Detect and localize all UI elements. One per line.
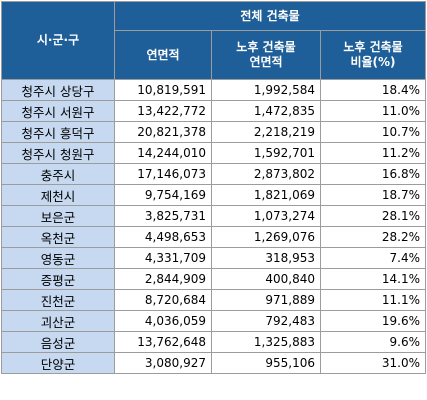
old-floor-area-cell: 1,472,835 — [211, 100, 321, 122]
table-row: 보은군 3,825,731 1,073,274 28.1% — [1, 205, 427, 227]
old-ratio-cell: 9.6% — [319, 331, 427, 353]
header-floor-area: 연면적 — [114, 30, 212, 80]
header-old-floor-area-line1: 노후 건축물 — [236, 40, 296, 54]
region-cell: 영동군 — [1, 247, 115, 269]
floor-area-cell: 9,754,169 — [114, 184, 212, 206]
old-ratio-cell: 31.0% — [319, 352, 427, 374]
old-floor-area-cell: 1,592,701 — [211, 142, 321, 164]
floor-area-cell: 13,762,648 — [114, 331, 212, 353]
region-cell: 증평군 — [1, 268, 115, 290]
old-floor-area-cell: 971,889 — [211, 289, 321, 311]
region-cell: 옥천군 — [1, 226, 115, 248]
table-header: 시·군·구 전체 건축물 연면적 노후 건축물 연면적 노후 건축물 비율(%) — [1, 1, 427, 80]
table-row: 영동군 4,331,709 318,953 7.4% — [1, 247, 427, 269]
table-row: 청주시 청원구 14,244,010 1,592,701 11.2% — [1, 142, 427, 164]
old-ratio-cell: 18.4% — [319, 79, 427, 101]
old-ratio-cell: 11.1% — [319, 289, 427, 311]
floor-area-cell: 2,844,909 — [114, 268, 212, 290]
table-body: 청주시 상당구 10,819,591 1,992,584 18.4% 청주시 서원구 13… — [1, 79, 427, 374]
header-old-ratio-line2: 비율(%) — [350, 55, 396, 69]
floor-area-cell: 10,819,591 — [114, 79, 212, 101]
floor-area-cell: 17,146,073 — [114, 163, 212, 185]
table-row: 청주시 흥덕구 20,821,378 2,218,219 10.7% — [1, 121, 427, 143]
header-old-ratio: 노후 건축물 비율(%) — [319, 30, 427, 80]
table-row: 괴산군 4,036,059 792,483 19.6% — [1, 310, 427, 332]
header-old-floor-area: 노후 건축물 연면적 — [211, 30, 321, 80]
old-floor-area-cell: 318,953 — [211, 247, 321, 269]
old-ratio-cell: 28.2% — [319, 226, 427, 248]
building-stats-table: 시·군·구 전체 건축물 연면적 노후 건축물 연면적 노후 건축물 비율(%)… — [1, 1, 427, 374]
old-floor-area-cell: 792,483 — [211, 310, 321, 332]
old-ratio-cell: 18.7% — [319, 184, 427, 206]
old-floor-area-cell: 2,218,219 — [211, 121, 321, 143]
floor-area-cell: 20,821,378 — [114, 121, 212, 143]
table-row: 진천군 8,720,684 971,889 11.1% — [1, 289, 427, 311]
floor-area-cell: 13,422,772 — [114, 100, 212, 122]
floor-area-cell: 4,498,653 — [114, 226, 212, 248]
old-ratio-cell: 28.1% — [319, 205, 427, 227]
floor-area-cell: 4,331,709 — [114, 247, 212, 269]
header-old-ratio-line1: 노후 건축물 — [343, 40, 403, 54]
region-cell: 충주시 — [1, 163, 115, 185]
region-cell: 청주시 상당구 — [1, 79, 115, 101]
old-floor-area-cell: 2,873,802 — [211, 163, 321, 185]
header-region: 시·군·구 — [1, 1, 115, 80]
old-ratio-cell: 10.7% — [319, 121, 427, 143]
table-row: 단양군 3,080,927 955,106 31.0% — [1, 352, 427, 374]
table-row: 제천시 9,754,169 1,821,069 18.7% — [1, 184, 427, 206]
region-cell: 괴산군 — [1, 310, 115, 332]
header-group-total-buildings: 전체 건축물 — [113, 1, 427, 31]
old-floor-area-cell: 1,325,883 — [211, 331, 321, 353]
region-cell: 보은군 — [1, 205, 115, 227]
old-ratio-cell: 14.1% — [319, 268, 427, 290]
header-old-floor-area-line2: 연면적 — [249, 55, 283, 69]
old-floor-area-cell: 400,840 — [211, 268, 321, 290]
floor-area-cell: 14,244,010 — [114, 142, 212, 164]
region-cell: 음성군 — [1, 331, 115, 353]
old-floor-area-cell: 1,992,584 — [211, 79, 321, 101]
old-ratio-cell: 7.4% — [319, 247, 427, 269]
table-row: 청주시 서원구 13,422,772 1,472,835 11.0% — [1, 100, 427, 122]
old-ratio-cell: 11.2% — [319, 142, 427, 164]
table-row: 충주시 17,146,073 2,873,802 16.8% — [1, 163, 427, 185]
table-row: 청주시 상당구 10,819,591 1,992,584 18.4% — [1, 79, 427, 101]
region-cell: 청주시 청원구 — [1, 142, 115, 164]
region-cell: 단양군 — [1, 352, 115, 374]
old-floor-area-cell: 1,073,274 — [211, 205, 321, 227]
old-floor-area-cell: 955,106 — [211, 352, 321, 374]
old-ratio-cell: 19.6% — [319, 310, 427, 332]
region-cell: 제천시 — [1, 184, 115, 206]
table-row: 옥천군 4,498,653 1,269,076 28.2% — [1, 226, 427, 248]
table-row: 음성군 13,762,648 1,325,883 9.6% — [1, 331, 427, 353]
floor-area-cell: 3,825,731 — [114, 205, 212, 227]
floor-area-cell: 8,720,684 — [114, 289, 212, 311]
floor-area-cell: 3,080,927 — [114, 352, 212, 374]
old-floor-area-cell: 1,269,076 — [211, 226, 321, 248]
floor-area-cell: 4,036,059 — [114, 310, 212, 332]
region-cell: 청주시 흥덕구 — [1, 121, 115, 143]
old-ratio-cell: 11.0% — [319, 100, 427, 122]
region-cell: 진천군 — [1, 289, 115, 311]
old-floor-area-cell: 1,821,069 — [211, 184, 321, 206]
region-cell: 청주시 서원구 — [1, 100, 115, 122]
old-ratio-cell: 16.8% — [319, 163, 427, 185]
table-row: 증평군 2,844,909 400,840 14.1% — [1, 268, 427, 290]
